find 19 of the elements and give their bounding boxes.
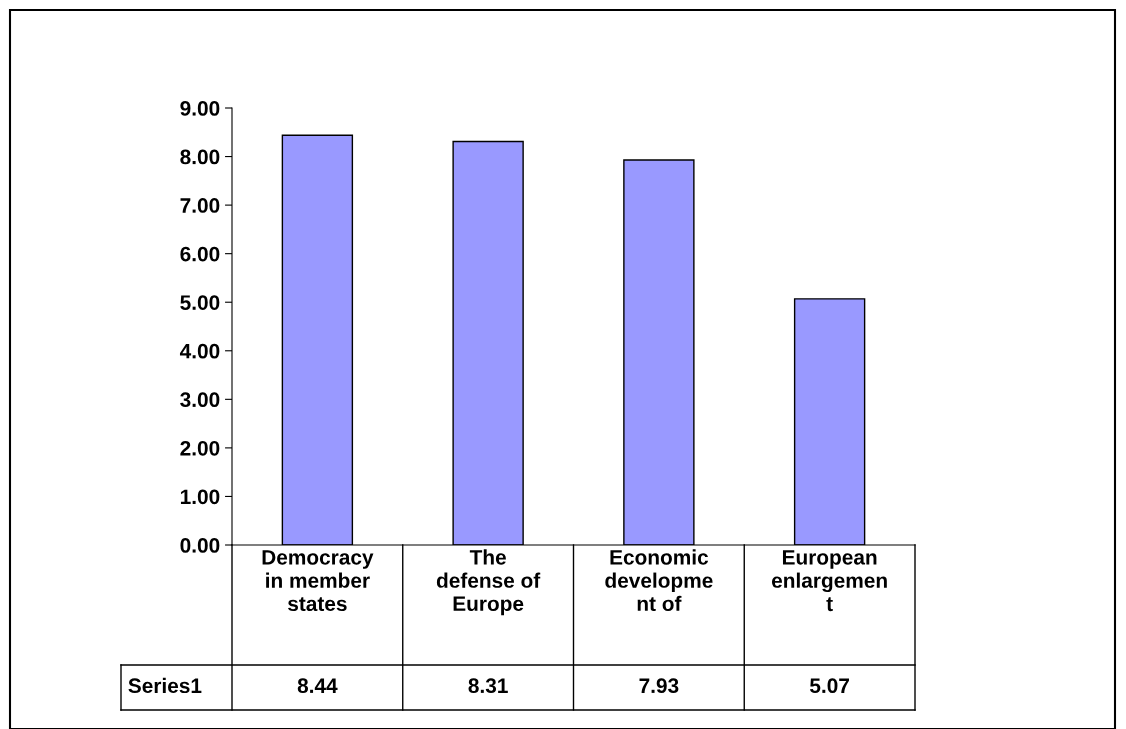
data-label: 7.93 <box>639 678 679 694</box>
x-tick-label: Democracy in member states <box>262 550 374 612</box>
data-label: 5.07 <box>809 678 849 694</box>
y-tick-label: 3.00 <box>180 392 220 408</box>
y-tick-label: 7.00 <box>180 198 220 213</box>
y-tick-label: 8.00 <box>180 149 220 165</box>
x-tick-label: The defense of Europe <box>436 549 541 616</box>
x-tick-label: Economic developme nt of <box>605 549 713 612</box>
y-tick-label: 9.00 <box>180 101 220 116</box>
y-tick-label: 0.00 <box>180 538 220 553</box>
data-label: 8.31 <box>468 678 508 694</box>
x-tick-label: European enlargemen t <box>771 550 887 612</box>
y-tick-label: 2.00 <box>180 440 220 456</box>
y-tick-label: 6.00 <box>180 246 220 262</box>
y-tick-label: 4.00 <box>179 343 220 359</box>
y-tick-label: 1.00 <box>180 489 220 505</box>
data-label: 8.44 <box>297 678 338 694</box>
y-tick-label: 5.00 <box>180 295 220 310</box>
legend-label: Series1 <box>128 677 202 694</box>
